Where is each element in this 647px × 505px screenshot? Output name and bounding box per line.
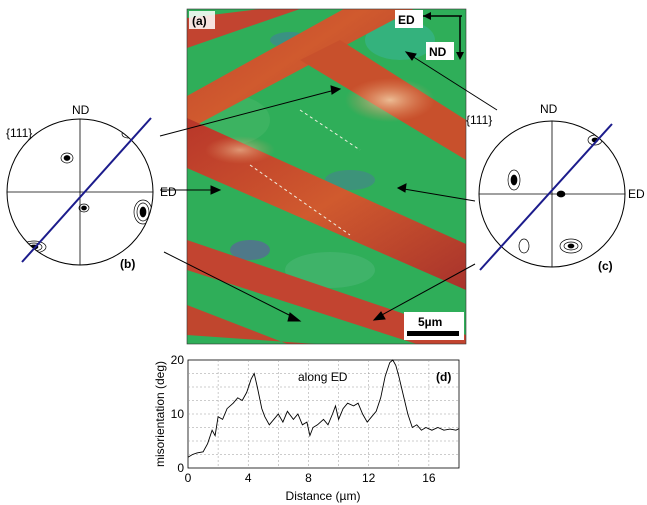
pf-c-nd-label: ND — [540, 102, 558, 116]
pf-b-nd-label: ND — [72, 103, 90, 117]
pf-b-pole-label: {111} — [6, 126, 32, 140]
profile-panel-label: (d) — [436, 370, 451, 384]
map-panel-label: (a) — [192, 14, 207, 28]
red-band-1 — [187, 9, 414, 130]
red-band-bottom — [187, 305, 316, 344]
map-ed-label: ED — [398, 13, 415, 27]
scale-bar-label: 5µm — [418, 315, 442, 329]
pole-figure-b: {111} ND ED (b) — [6, 103, 177, 271]
x-tick-label: 0 — [185, 471, 192, 485]
red-band-lower — [187, 240, 466, 344]
x-axis-label: Distance (µm) — [286, 489, 361, 503]
x-tick-label: 16 — [422, 471, 436, 485]
x-tick-label: 8 — [305, 471, 312, 485]
red-band-2 — [187, 9, 300, 48]
axis-ticks: 0 4 8 12 16 0 10 20 — [171, 353, 436, 485]
pf-c-pole-label: {111} — [466, 113, 492, 127]
trace-line-b — [21, 117, 152, 263]
y-tick-label: 0 — [177, 461, 184, 475]
grid — [188, 360, 459, 468]
map-nd-label: ND — [429, 45, 447, 59]
y-axis-label: misorientation (deg) — [153, 361, 167, 467]
misorientation-line — [187, 359, 460, 458]
y-tick-label: 10 — [171, 407, 185, 421]
scale-bar — [407, 331, 459, 336]
x-tick-label: 4 — [245, 471, 252, 485]
pf-b-panel-label: (b) — [120, 257, 135, 271]
ebsd-map — [187, 9, 466, 344]
connector-arrows — [159, 51, 498, 322]
pf-c-ed-label: ED — [628, 187, 645, 201]
pf-b-ed-label: ED — [160, 185, 177, 199]
pf-c-panel-label: (c) — [598, 259, 613, 273]
trace-line-c — [479, 123, 613, 271]
pole-figure-c: {111} ND ED (c) — [466, 102, 645, 273]
y-tick-label: 20 — [171, 353, 185, 367]
x-tick-label: 12 — [362, 471, 376, 485]
profile-annotation: along ED — [298, 370, 348, 384]
